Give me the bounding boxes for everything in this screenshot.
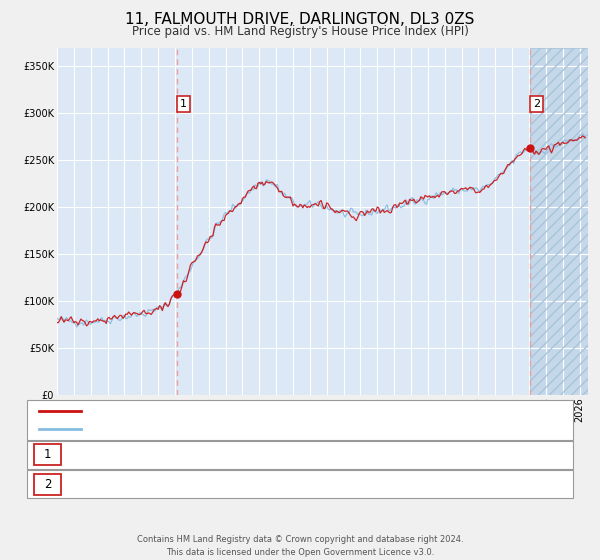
Bar <box>530 48 588 395</box>
Text: Contains HM Land Registry data © Crown copyright and database right 2024.
This d: Contains HM Land Registry data © Crown c… <box>137 535 463 557</box>
Text: Price paid vs. HM Land Registry's House Price Index (HPI): Price paid vs. HM Land Registry's House … <box>131 25 469 38</box>
Text: 09-JAN-2023: 09-JAN-2023 <box>95 478 169 491</box>
Text: HPI: Average price, detached house, Darlington: HPI: Average price, detached house, Darl… <box>87 423 335 433</box>
Text: 14-FEB-2002: 14-FEB-2002 <box>94 448 170 461</box>
Text: 2: 2 <box>533 99 540 109</box>
Text: £263,500: £263,500 <box>284 478 340 491</box>
Text: 2: 2 <box>44 478 52 491</box>
Text: 1: 1 <box>180 99 187 109</box>
Text: 11, FALMOUTH DRIVE, DARLINGTON, DL3 0ZS: 11, FALMOUTH DRIVE, DARLINGTON, DL3 0ZS <box>125 12 475 27</box>
Text: £107,950: £107,950 <box>284 448 340 461</box>
Bar <box>530 48 588 395</box>
Text: 1: 1 <box>44 448 52 461</box>
Text: 1% ↑ HPI: 1% ↑ HPI <box>440 448 496 461</box>
Text: 1% ↓ HPI: 1% ↓ HPI <box>440 478 496 491</box>
Text: 11, FALMOUTH DRIVE, DARLINGTON, DL3 0ZS (detached house): 11, FALMOUTH DRIVE, DARLINGTON, DL3 0ZS … <box>87 407 419 417</box>
